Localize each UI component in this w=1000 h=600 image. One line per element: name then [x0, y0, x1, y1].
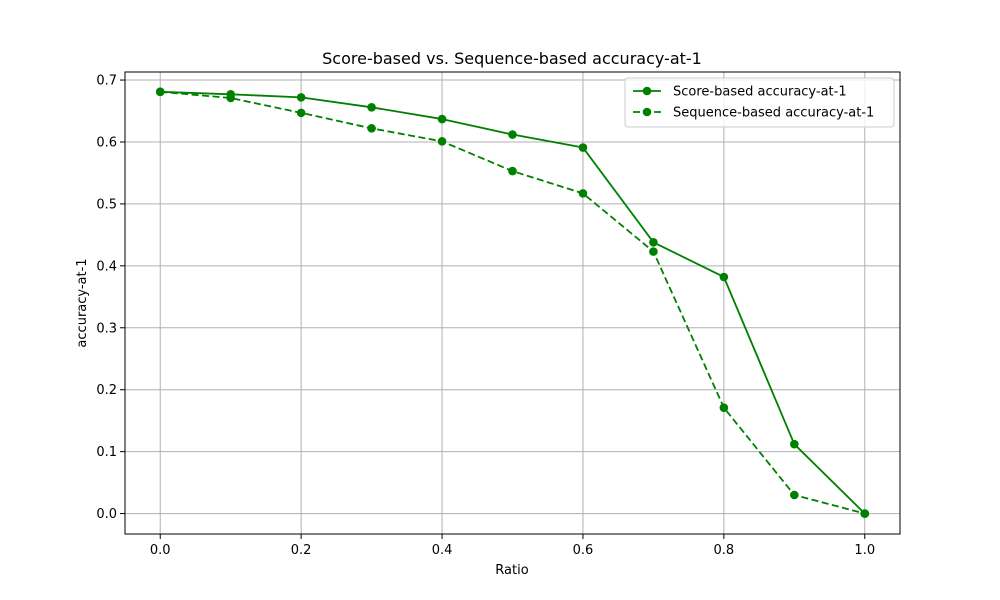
data-point-sequence-based	[649, 247, 658, 256]
data-point-score-based	[367, 103, 376, 112]
y-tick-label: 0.4	[96, 259, 117, 274]
data-point-score-based	[508, 130, 517, 139]
y-tick-label: 0.0	[96, 507, 117, 522]
data-point-score-based	[790, 439, 799, 449]
x-tick-label: 1.0	[854, 543, 875, 558]
data-point-sequence-based	[437, 137, 447, 146]
y-tick-label: 0.6	[96, 135, 117, 150]
legend-marker	[642, 107, 652, 117]
chart-title: Score-based vs. Sequence-based accuracy-…	[322, 49, 702, 68]
x-tick-label: 0.4	[432, 543, 453, 558]
x-axis-title: Ratio	[495, 563, 528, 578]
data-point-score-based	[719, 272, 729, 282]
x-tick-label: 0.8	[714, 543, 735, 558]
grid	[125, 72, 900, 534]
data-point-score-based	[578, 143, 588, 152]
legend-label: Score-based accuracy-at-1	[673, 85, 847, 100]
x-tick-label: 0.6	[573, 543, 594, 558]
data-point-sequence-based	[508, 166, 517, 176]
data-point-score-based	[296, 93, 306, 102]
data-point-sequence-based	[367, 124, 376, 133]
data-point-sequence-based	[155, 87, 165, 97]
y-tick-label: 0.2	[96, 383, 117, 398]
data-point-score-based	[437, 114, 447, 124]
legend-box	[624, 77, 895, 128]
series-layer	[155, 87, 870, 518]
legend: Score-based accuracy-at-1 Sequence-based …	[624, 77, 895, 128]
data-point-sequence-based	[578, 189, 588, 198]
ticks: 0.0 0.2 0.4 0.6 0.8 1.0 0.0 0.1 0.2 0.3 0.4 0.5 0.6 0…	[96, 74, 875, 558]
y-tick-label: 0.5	[96, 197, 117, 212]
y-axis-title: accuracy-at-1	[75, 258, 90, 347]
legend-label: Sequence-based accuracy-at-1	[673, 106, 874, 121]
y-tick-label: 0.3	[96, 321, 117, 336]
data-point-sequence-based	[719, 403, 729, 412]
data-point-score-based	[649, 238, 658, 247]
y-tick-label: 0.1	[96, 445, 117, 460]
data-point-sequence-based	[226, 93, 235, 103]
y-tick-label: 0.7	[96, 74, 117, 89]
x-tick-label: 0.0	[150, 543, 171, 558]
plot-frame	[124, 71, 901, 535]
x-tick-label: 0.2	[291, 543, 312, 558]
data-point-sequence-based	[790, 490, 799, 500]
data-point-sequence-based	[860, 509, 870, 518]
legend-marker	[642, 86, 652, 96]
data-point-sequence-based	[296, 108, 306, 118]
